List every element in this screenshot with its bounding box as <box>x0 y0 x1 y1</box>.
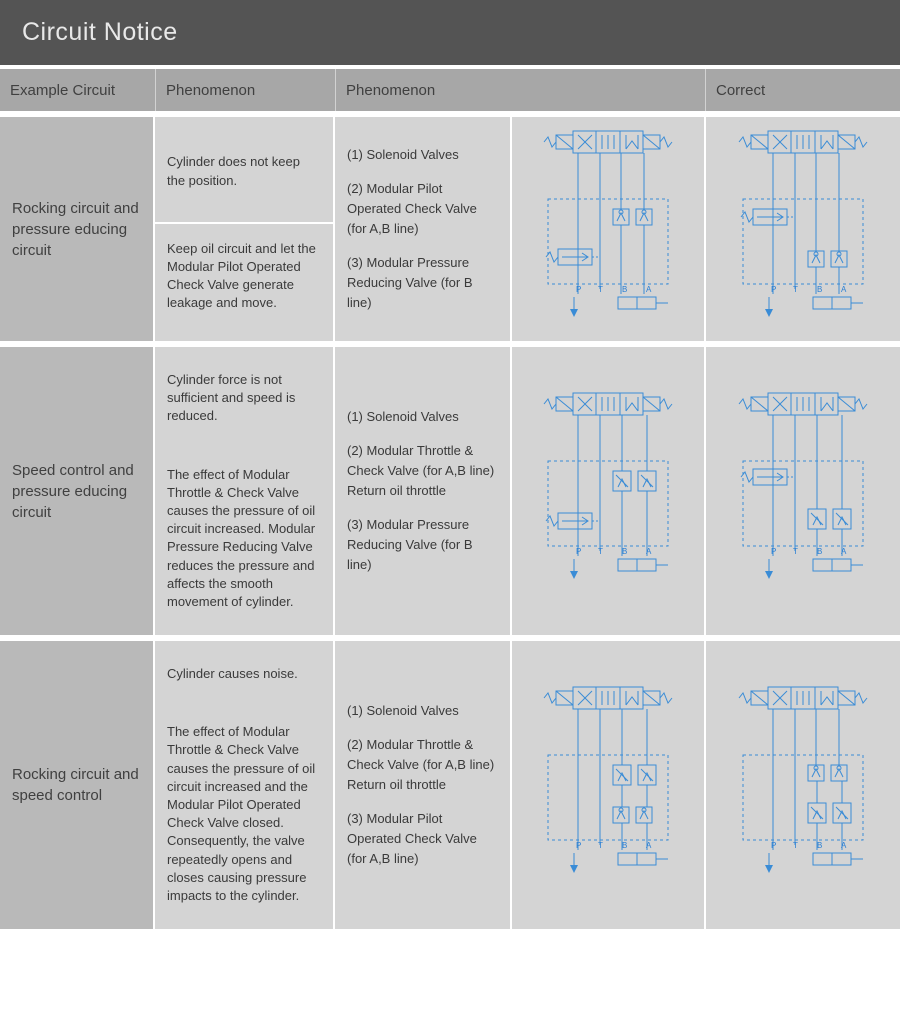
row-description: (1) Solenoid Valves (2) Modular Pilot Op… <box>335 117 512 341</box>
header-correct: Correct <box>705 69 900 111</box>
component-item: (3) Modular Pressure Reducing Valve (for… <box>347 515 498 575</box>
component-item: (1) Solenoid Valves <box>347 701 498 721</box>
table-header: Example Circuit Phenomenon Phenomenon Co… <box>0 69 900 111</box>
component-item: (1) Solenoid Valves <box>347 145 498 165</box>
row-phenomenon: Cylinder does not keep the position. Kee… <box>155 117 335 341</box>
header-example: Example Circuit <box>0 82 155 99</box>
page-title: Circuit Notice <box>0 0 900 65</box>
diagram-wrong <box>512 347 706 635</box>
diagram-wrong <box>512 641 706 929</box>
diagram-wrong <box>512 117 706 341</box>
diagram-correct <box>706 117 900 341</box>
row-description: (1) Solenoid Valves (2) Modular Throttle… <box>335 641 512 929</box>
diagram-correct <box>706 347 900 635</box>
row-label: Rocking circuit and pressure educing cir… <box>0 117 155 341</box>
component-item: (1) Solenoid Valves <box>347 407 498 427</box>
row-label: Rocking circuit and speed control <box>0 641 155 929</box>
component-item: (3) Modular Pressure Reducing Valve (for… <box>347 253 498 313</box>
component-item: (3) Modular Pilot Operated Check Valve (… <box>347 809 498 869</box>
phenomenon-text: Cylinder causes noise. <box>167 657 321 691</box>
header-phenomenon-1: Phenomenon <box>155 69 335 111</box>
phenomenon-text: The effect of Modular Throttle & Check V… <box>167 715 321 913</box>
row-phenomenon: Cylinder force is not sufficient and spe… <box>155 347 335 635</box>
row-description: (1) Solenoid Valves (2) Modular Throttle… <box>335 347 512 635</box>
table-row: Rocking circuit and speed control Cylind… <box>0 641 900 929</box>
row-label: Speed control and pressure educing circu… <box>0 347 155 635</box>
row-phenomenon: Cylinder causes noise. The effect of Mod… <box>155 641 335 929</box>
table-row: Speed control and pressure educing circu… <box>0 347 900 635</box>
header-phenomenon-2: Phenomenon <box>335 69 705 111</box>
phenomenon-text: Keep oil circuit and let the Modular Pil… <box>155 222 333 313</box>
component-item: (2) Modular Pilot Operated Check Valve (… <box>347 179 498 239</box>
phenomenon-text: The effect of Modular Throttle & Check V… <box>167 458 321 620</box>
component-item: (2) Modular Throttle & Check Valve (for … <box>347 441 498 501</box>
component-item: (2) Modular Throttle & Check Valve (for … <box>347 735 498 795</box>
table-row: Rocking circuit and pressure educing cir… <box>0 117 900 341</box>
phenomenon-text: Cylinder does not keep the position. <box>167 145 321 197</box>
diagram-correct <box>706 641 900 929</box>
phenomenon-text: Cylinder force is not sufficient and spe… <box>167 363 321 434</box>
